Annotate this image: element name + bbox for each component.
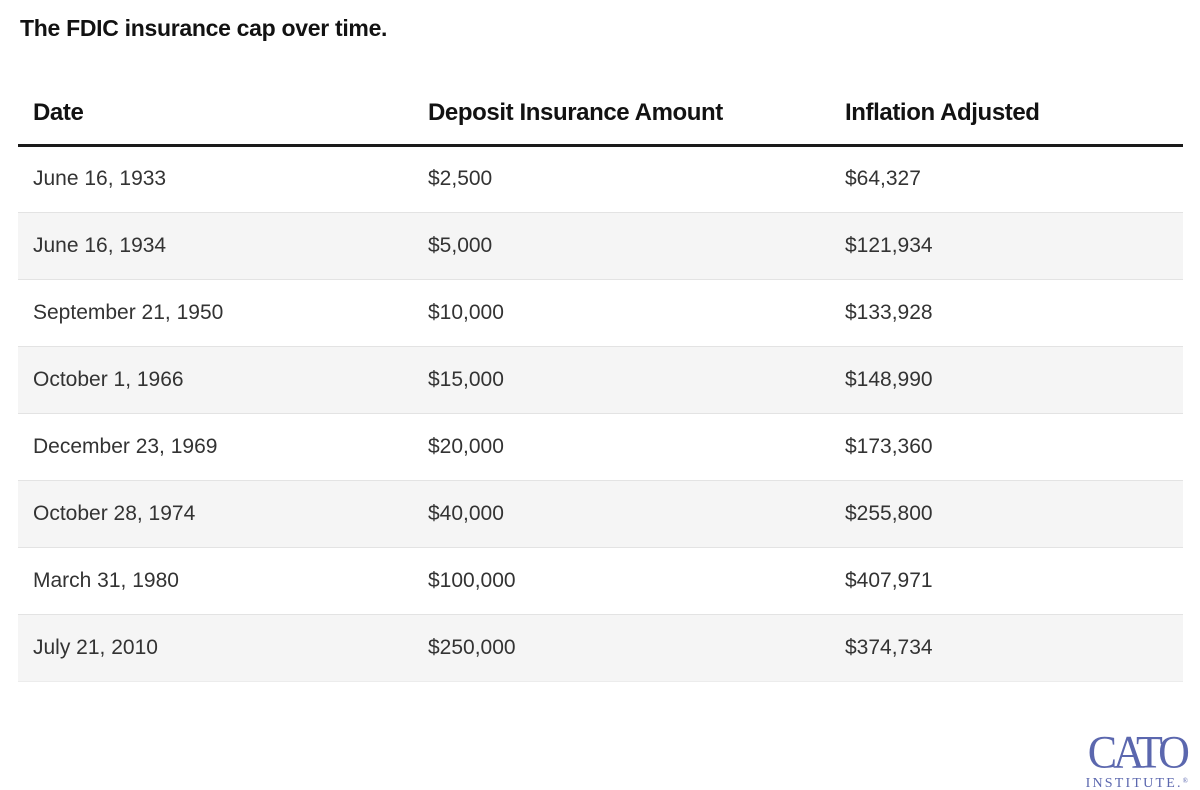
- table-row: October 1, 1966 $15,000 $148,990: [18, 346, 1183, 413]
- cell-inflation-adjusted: $407,971: [845, 568, 933, 592]
- cell-deposit-amount: $40,000: [428, 501, 504, 525]
- table-header: Date Deposit Insurance Amount Inflation …: [18, 42, 1183, 147]
- cato-logo-wordmark: CATO: [1087, 726, 1190, 779]
- cato-logo-institute-text: INSTITUTE.®: [1085, 776, 1188, 790]
- cell-inflation-adjusted: $173,360: [845, 434, 933, 458]
- table-row: June 16, 1934 $5,000 $121,934: [18, 212, 1183, 279]
- cell-inflation-adjusted: $121,934: [845, 233, 933, 257]
- table-row: July 21, 2010 $250,000 $374,734: [18, 614, 1183, 681]
- cell-inflation-adjusted: $64,327: [845, 167, 921, 190]
- cell-inflation-adjusted: $374,734: [845, 635, 933, 659]
- cell-inflation-adjusted: $255,800: [845, 501, 933, 525]
- column-header-deposit-insurance-amount: Deposit Insurance Amount: [428, 42, 845, 147]
- cell-deposit-amount: $5,000: [428, 233, 493, 257]
- cell-deposit-amount: $15,000: [428, 367, 504, 391]
- table-body: June 16, 1933 $2,500 $64,327 June 16, 19…: [18, 145, 1183, 681]
- cell-date: October 1, 1966: [33, 367, 184, 391]
- cell-inflation-adjusted: $133,928: [845, 300, 933, 324]
- table-row: March 31, 1980 $100,000 $407,971: [18, 547, 1183, 614]
- table-row: October 28, 1974 $40,000 $255,800: [18, 480, 1183, 547]
- page-title: The FDIC insurance cap over time.: [20, 15, 388, 41]
- fdic-insurance-table: Date Deposit Insurance Amount Inflation …: [18, 42, 1183, 682]
- cell-deposit-amount: $20,000: [428, 434, 504, 458]
- column-header-inflation-adjusted: Inflation Adjusted: [845, 42, 1183, 147]
- cell-date: July 21, 2010: [33, 635, 158, 659]
- table-row: June 16, 1933 $2,500 $64,327: [18, 145, 1183, 212]
- cell-deposit-amount: $10,000: [428, 300, 504, 324]
- cell-deposit-amount: $100,000: [428, 568, 516, 592]
- cell-deposit-amount: $250,000: [428, 635, 516, 659]
- cell-date: June 16, 1934: [33, 233, 167, 257]
- table-row: December 23, 1969 $20,000 $173,360: [18, 413, 1183, 480]
- cato-institute-logo: CATO INSTITUTE.®: [1085, 726, 1190, 790]
- table-header-row: Date Deposit Insurance Amount Inflation …: [18, 42, 1183, 147]
- cell-inflation-adjusted: $148,990: [845, 367, 933, 391]
- column-header-date: Date: [18, 42, 428, 147]
- cell-deposit-amount: $2,500: [428, 167, 493, 190]
- cell-date: October 28, 1974: [33, 501, 196, 525]
- table-row: September 21, 1950 $10,000 $133,928: [18, 279, 1183, 346]
- cell-date: December 23, 1969: [33, 434, 218, 458]
- registered-trademark-icon: ®: [1182, 777, 1188, 785]
- cell-date: June 16, 1933: [33, 167, 167, 190]
- cell-date: March 31, 1980: [33, 568, 179, 592]
- cell-date: September 21, 1950: [33, 300, 224, 324]
